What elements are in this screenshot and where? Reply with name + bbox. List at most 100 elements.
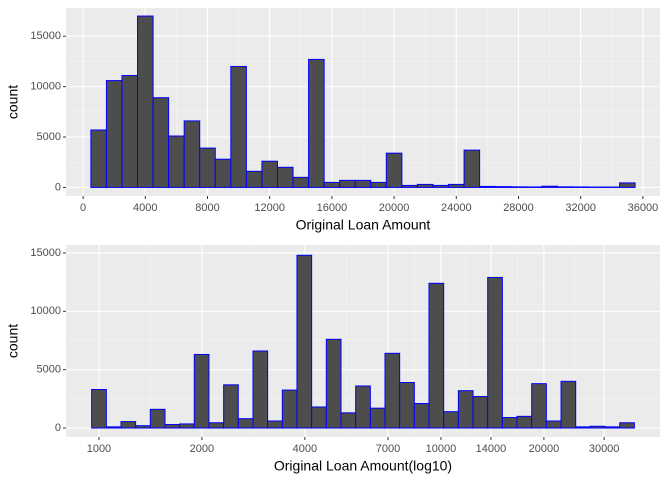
bar xyxy=(296,254,313,429)
bar xyxy=(525,186,543,188)
bar xyxy=(311,406,327,429)
bar xyxy=(121,75,139,188)
bar xyxy=(230,65,247,188)
bar xyxy=(572,186,589,188)
bar xyxy=(245,170,263,188)
bar xyxy=(120,421,137,429)
x-tick-label: 8000 xyxy=(195,202,219,214)
bar xyxy=(105,80,123,188)
x-tick-label: 12000 xyxy=(254,202,285,214)
x-tick-label: 36000 xyxy=(628,202,659,214)
x-tick-label: 7000 xyxy=(376,443,400,455)
bar xyxy=(135,425,151,429)
bar xyxy=(164,424,181,429)
bar xyxy=(183,120,201,188)
bar xyxy=(501,417,518,429)
y-tick-label: 15000 xyxy=(30,247,61,259)
y-tick-label: 0 xyxy=(55,181,61,193)
bar xyxy=(105,426,122,429)
bar xyxy=(531,383,547,429)
bar xyxy=(432,184,450,188)
x-axis-title: Original Loan Amount(log10) xyxy=(274,458,452,474)
bar xyxy=(428,282,445,429)
x-tick-label: 32000 xyxy=(565,202,596,214)
bar xyxy=(472,395,489,429)
x-tick-label: 24000 xyxy=(441,202,472,214)
bar xyxy=(168,135,185,188)
bar xyxy=(556,186,574,188)
bar xyxy=(193,353,210,429)
bar xyxy=(214,158,232,188)
x-tick-label: 16000 xyxy=(317,202,348,214)
bar xyxy=(604,426,621,429)
bar xyxy=(401,184,418,188)
bar xyxy=(463,149,481,188)
bar xyxy=(137,15,154,188)
x-axis-title: Original Loan Amount xyxy=(296,217,431,233)
y-tick-label: 10000 xyxy=(30,81,61,93)
bar xyxy=(560,380,577,429)
x-tick-label: 2000 xyxy=(190,443,214,455)
bar xyxy=(308,58,325,188)
bar xyxy=(179,423,195,429)
bar xyxy=(619,182,636,188)
bar xyxy=(541,185,558,188)
bar xyxy=(152,97,170,188)
bar xyxy=(384,352,401,429)
bar xyxy=(149,408,166,429)
bar xyxy=(267,420,283,429)
bar xyxy=(487,276,503,429)
bar xyxy=(619,422,635,429)
y-axis-title: count xyxy=(5,85,21,119)
x-tick-label: 28000 xyxy=(503,202,534,214)
bar xyxy=(370,181,387,188)
x-tick-label: 1000 xyxy=(87,443,111,455)
bar xyxy=(457,390,474,429)
bar xyxy=(199,147,216,188)
x-tick-label: 4000 xyxy=(293,443,317,455)
bar xyxy=(237,418,254,429)
bar xyxy=(90,129,107,188)
bar xyxy=(261,160,278,188)
bar xyxy=(91,388,107,429)
y-tick-label: 5000 xyxy=(37,364,61,376)
bar xyxy=(323,181,341,188)
bar xyxy=(575,426,591,429)
y-tick-label: 0 xyxy=(55,422,61,434)
bar xyxy=(355,385,371,429)
x-tick-label: 14000 xyxy=(476,443,507,455)
bar xyxy=(510,186,527,188)
x-tick-label: 20000 xyxy=(529,443,560,455)
bar xyxy=(545,420,562,429)
bar xyxy=(223,384,239,429)
bar xyxy=(339,179,356,188)
bar xyxy=(340,412,357,429)
y-tick-label: 10000 xyxy=(30,305,61,317)
bar xyxy=(448,183,465,188)
bar xyxy=(479,185,496,188)
bar xyxy=(325,338,342,429)
bar xyxy=(385,152,403,188)
y-tick-label: 15000 xyxy=(30,30,61,42)
bar xyxy=(354,179,372,188)
bar xyxy=(416,183,434,188)
bar xyxy=(252,350,269,429)
bar xyxy=(516,415,533,429)
x-tick-label: 20000 xyxy=(379,202,410,214)
bar xyxy=(208,422,225,429)
bar xyxy=(494,186,512,188)
bar xyxy=(276,166,294,188)
x-tick-label: 10000 xyxy=(426,443,457,455)
bar xyxy=(292,176,310,188)
bar xyxy=(589,425,606,429)
y-tick-label: 5000 xyxy=(37,131,61,143)
x-tick-label: 0 xyxy=(80,202,86,214)
bar xyxy=(281,389,298,429)
bar xyxy=(413,403,430,429)
x-tick-label: 4000 xyxy=(133,202,157,214)
bar xyxy=(369,407,386,429)
bar xyxy=(399,381,415,429)
bar xyxy=(443,411,459,429)
y-axis-title: count xyxy=(5,324,21,358)
